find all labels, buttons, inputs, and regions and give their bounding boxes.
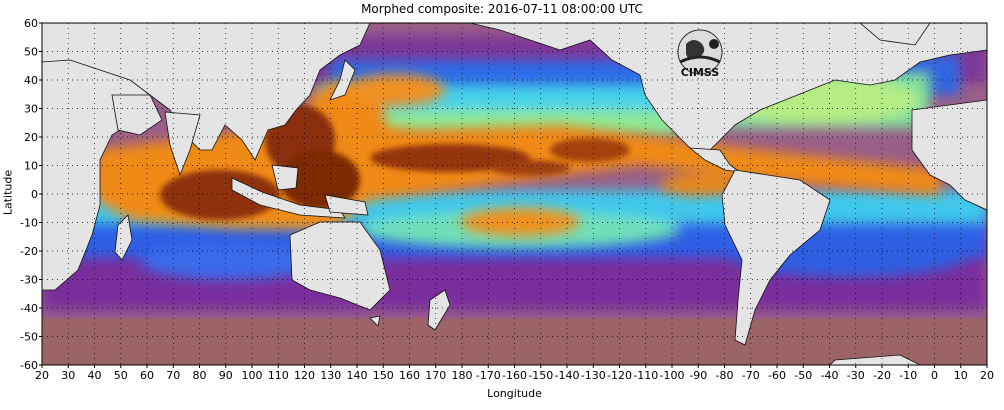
- x-tick-label: -110: [633, 369, 658, 382]
- x-tick-label: 60: [140, 369, 154, 382]
- x-tick-label: -140: [555, 369, 580, 382]
- tasmania-landmass: [369, 315, 381, 327]
- x-tick-label: 20: [980, 369, 994, 382]
- x-tick-label: -120: [607, 369, 632, 382]
- grid-lines: [42, 23, 987, 365]
- y-tick-label: -40: [20, 302, 38, 315]
- y-tick-label: -30: [20, 274, 38, 287]
- x-tick-label: -130: [581, 369, 606, 382]
- x-tick-label: -80: [716, 369, 734, 382]
- y-axis-ticks: 60 50 40 30 20 10 0 -10 -20 -30 -40 -50 -60: [20, 17, 42, 372]
- australia-landmass: [289, 221, 391, 311]
- x-tick-label: -170: [476, 369, 501, 382]
- indonesia-islands: [231, 177, 346, 219]
- x-tick-label: -50: [794, 369, 812, 382]
- x-tick-label: -60: [768, 369, 786, 382]
- x-tick-label: 0: [931, 369, 938, 382]
- x-tick-label: 80: [193, 369, 207, 382]
- x-tick-label: 40: [88, 369, 102, 382]
- cimss-logo-icon: [677, 29, 723, 75]
- southern-band: [42, 318, 987, 365]
- north-america-landmass: [469, 23, 987, 156]
- map-title: Morphed composite: 2016-07-11 08:00:00 U…: [361, 2, 643, 16]
- x-tick-label: -90: [689, 369, 707, 382]
- x-tick-label: -30: [847, 369, 865, 382]
- x-tick-label: 180: [452, 369, 473, 382]
- x-tick-label: 10: [954, 369, 968, 382]
- x-tick-label: 90: [219, 369, 233, 382]
- new-guinea-landmass: [324, 194, 369, 216]
- x-tick-label: -150: [528, 369, 553, 382]
- x-tick-label: 150: [373, 369, 394, 382]
- x-tick-label: 70: [166, 369, 180, 382]
- greenland-landmass: [859, 23, 931, 46]
- x-tick-label: 20: [35, 369, 49, 382]
- x-tick-label: 130: [320, 369, 341, 382]
- x-tick-label: 160: [399, 369, 420, 382]
- y-tick-label: -20: [20, 245, 38, 258]
- x-tick-label: 140: [347, 369, 368, 382]
- x-tick-label: -70: [742, 369, 760, 382]
- y-tick-label: 40: [24, 74, 38, 87]
- x-tick-label: -20: [873, 369, 891, 382]
- india-landmass: [164, 111, 201, 177]
- x-tick-label: -40: [821, 369, 839, 382]
- x-axis-label: Longitude: [487, 387, 542, 400]
- africa-east-edge: [911, 99, 987, 211]
- new-zealand-landmass: [427, 289, 451, 331]
- y-tick-label: 60: [24, 17, 38, 30]
- madagascar-landmass: [114, 214, 133, 261]
- x-tick-label: -100: [660, 369, 685, 382]
- y-tick-label: -60: [20, 359, 38, 372]
- x-tick-label: 110: [268, 369, 289, 382]
- y-tick-label: 10: [24, 160, 38, 173]
- y-tick-label: -50: [20, 331, 38, 344]
- x-tick-label: 30: [61, 369, 75, 382]
- y-tick-label: 20: [24, 131, 38, 144]
- logo-text: CIMSS: [681, 66, 720, 79]
- antarctic-peninsula: [829, 354, 921, 365]
- dark-core: [160, 105, 630, 220]
- land-masses: [42, 23, 987, 365]
- x-tick-label: 100: [242, 369, 263, 382]
- x-tick-label: -160: [502, 369, 527, 382]
- x-tick-label: 170: [425, 369, 446, 382]
- x-axis-ticks: 20 30 40 50 60 70 80 90 100 110 120 130 140 150 160 170…: [35, 365, 994, 382]
- arabia-landmass: [111, 94, 163, 136]
- x-tick-label: -10: [899, 369, 917, 382]
- y-tick-label: 0: [31, 188, 38, 201]
- y-tick-label: -10: [20, 217, 38, 230]
- x-tick-label: 50: [114, 369, 128, 382]
- moisture-field: [42, 23, 987, 365]
- x-tick-label: 120: [294, 369, 315, 382]
- y-tick-label: 50: [24, 46, 38, 59]
- y-tick-label: 30: [24, 103, 38, 116]
- eurasia-landmass: [42, 23, 371, 161]
